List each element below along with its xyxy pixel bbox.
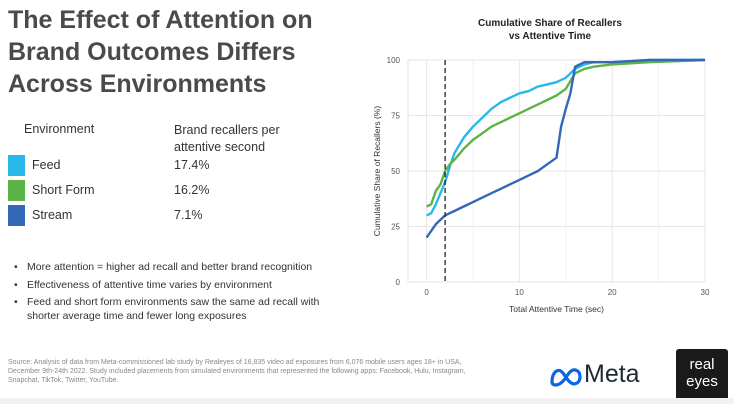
- short-form-color-swatch: [8, 180, 25, 201]
- title-line-1: The Effect of Attention on: [8, 6, 313, 34]
- stream-value: 7.1%: [174, 208, 203, 222]
- meta-logo-text: Meta: [584, 360, 640, 388]
- realeyes-logo-line-1: real: [689, 356, 715, 373]
- line-chart: 0 25 50 75 100 0 10 20 30 Total Attentive Time (s…: [372, 56, 710, 314]
- x-axis-label: Total Attentive Time (sec): [509, 304, 604, 314]
- meta-infinity-icon: [550, 368, 582, 387]
- page-title: The Effect of Attention on Brand Outcome…: [8, 4, 338, 100]
- feed-value: 17.4%: [174, 158, 210, 172]
- title-line-2: Brand Outcomes Differs: [8, 38, 296, 66]
- series-line-short-form: [426, 58, 706, 208]
- bullet-item: Feed and short form environments saw the…: [14, 296, 334, 323]
- chart-title-line-1: Cumulative Share of Recallers: [478, 18, 622, 29]
- y-axis-label: Cumulative Share of Recallers (%): [372, 106, 382, 237]
- y-tick-label: 100: [387, 56, 401, 65]
- x-tick-label: 20: [608, 288, 617, 297]
- x-tick-label: 0: [424, 288, 429, 297]
- y-tick-label: 25: [391, 223, 400, 232]
- x-tick-label: 30: [701, 288, 710, 297]
- bottom-divider: [0, 398, 734, 404]
- chart-title-line-2: vs Attentive Time: [508, 31, 592, 42]
- table-row-short-form: Short Form 16.2%: [8, 180, 328, 201]
- chart-title: Cumulative Share of Recallers vs Attenti…: [420, 17, 680, 43]
- short-form-value: 16.2%: [174, 183, 210, 197]
- realeyes-logo: real eyes: [676, 349, 728, 401]
- realeyes-logo-line-2: eyes: [686, 373, 718, 390]
- bullet-item: Effectiveness of attentive time varies b…: [14, 279, 334, 293]
- y-tick-label: 75: [391, 112, 400, 121]
- source-note: Source: Analysis of data from Meta-commi…: [8, 359, 466, 384]
- series-line-stream: [425, 58, 705, 239]
- bullet-list: More attention = higher ad recall and be…: [14, 261, 334, 327]
- stream-color-swatch: [8, 205, 25, 226]
- feed-color-swatch: [8, 155, 25, 176]
- table-row-stream: Stream 7.1%: [8, 205, 328, 226]
- feed-label: Feed: [32, 158, 61, 172]
- y-tick-label: 50: [391, 167, 400, 176]
- table-row-feed: Feed 17.4%: [8, 155, 328, 176]
- column-header-recallers: Brand recallers per attentive second: [174, 123, 280, 154]
- y-tick-label: 0: [396, 278, 401, 287]
- column-header-environment: Environment: [24, 122, 95, 136]
- stream-label: Stream: [32, 208, 73, 222]
- short-form-label: Short Form: [32, 183, 95, 197]
- title-line-3: Across Environments: [8, 70, 267, 98]
- bullet-item: More attention = higher ad recall and be…: [14, 261, 334, 275]
- x-tick-label: 10: [515, 288, 524, 297]
